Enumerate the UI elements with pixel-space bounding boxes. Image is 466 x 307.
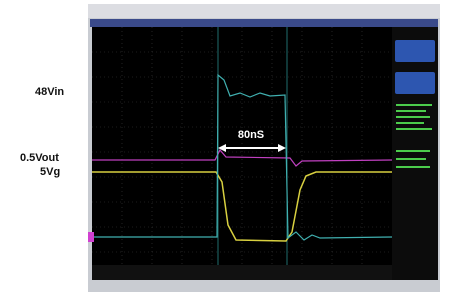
interval-label: 80nS	[238, 129, 264, 141]
side-panel	[392, 27, 438, 280]
panel-button[interactable]	[395, 72, 435, 94]
status-bar	[90, 19, 438, 27]
vin-label: 48Vin	[35, 86, 64, 98]
scope-display	[92, 27, 392, 280]
menu-bar	[88, 4, 440, 18]
vg-label: 5Vg	[40, 166, 60, 178]
channel-marker	[88, 232, 94, 242]
page: 80nS 48Vin 0.5Vout 5Vg (() => { const da…	[0, 0, 466, 307]
panel-button[interactable]	[395, 40, 435, 62]
bottom-info	[92, 265, 392, 280]
scope-screenshot: 80nS 48Vin 0.5Vout 5Vg	[0, 0, 466, 307]
vout-label: 0.5Vout	[20, 152, 59, 164]
